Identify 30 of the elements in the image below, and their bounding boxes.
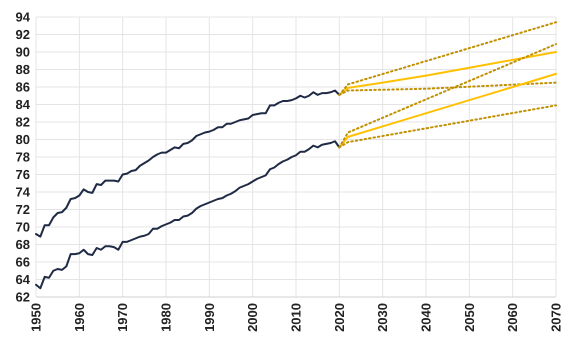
x-tick-label: 2020	[332, 303, 347, 332]
y-tick-label: 66	[16, 254, 30, 270]
y-tick-label: 84	[16, 97, 31, 112]
y-tick-label: 62	[16, 290, 30, 305]
x-tick-label: 2010	[288, 303, 304, 332]
y-tick-label: 74	[16, 184, 31, 200]
x-tick-label: 2070	[548, 303, 564, 332]
x-tick-label: 1980	[158, 303, 174, 332]
y-tick-label: 86	[16, 80, 30, 95]
y-tick-label: 68	[16, 237, 30, 252]
y-tick-label: 92	[16, 27, 30, 42]
x-tick-label: 2050	[462, 303, 477, 332]
x-tick-label: 2030	[375, 303, 390, 332]
y-tick-label: 76	[16, 167, 30, 182]
y-tick-label: 94	[16, 10, 31, 25]
y-tick-label: 72	[16, 202, 30, 218]
x-tick-label: 2040	[418, 303, 434, 332]
y-tick-label: 88	[16, 62, 30, 78]
x-tick-label: 1950	[28, 303, 44, 332]
x-tick-label: 1960	[72, 303, 87, 332]
y-tick-label: 64	[16, 272, 31, 288]
y-tick-label: 78	[16, 150, 30, 165]
y-tick-label: 90	[16, 44, 30, 60]
x-tick-label: 2000	[245, 303, 260, 332]
x-tick-label: 1970	[115, 303, 130, 332]
y-tick-label: 80	[16, 132, 30, 148]
y-tick-label: 70	[16, 220, 30, 235]
x-tick-label: 1990	[202, 303, 217, 332]
y-tick-label: 82	[16, 114, 30, 130]
x-tick-label: 2060	[505, 303, 520, 332]
